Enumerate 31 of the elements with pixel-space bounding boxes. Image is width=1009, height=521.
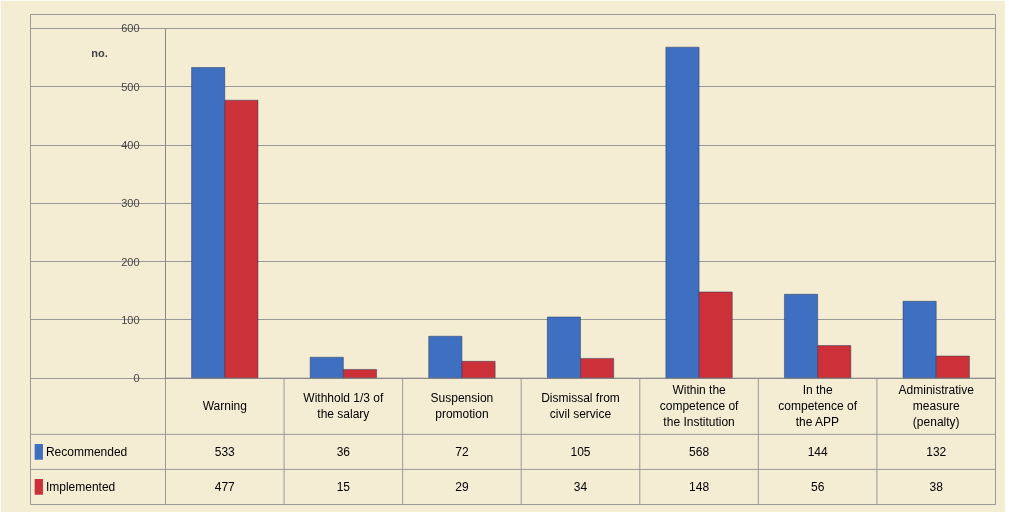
legend-label: Recommended [45,444,128,459]
data-label: 36 [336,445,351,460]
y-tick-label: 0 [133,372,140,385]
y-tick-label: 400 [121,139,140,152]
data-label: 148 [689,480,710,495]
y-axis-title: no. [91,46,108,59]
y-tick-label: 300 [121,197,140,210]
x-tick-label: Suspension promotion [430,391,494,422]
data-label: 132 [926,445,947,460]
x-tick-label: Administrative measure (penalty) [898,383,975,430]
data-label: 533 [214,445,236,460]
x-tick-label: Within the competence of the Institution [659,383,740,430]
data-label: 56 [810,480,825,495]
y-tick-label: 100 [121,313,140,326]
y-tick-label: 600 [121,22,140,35]
data-label: 15 [336,480,351,495]
x-tick-label: Dismissal from civil service [541,391,620,422]
x-tick-label: Warning [202,399,247,414]
data-label: 34 [573,480,588,495]
data-label: 29 [455,480,469,495]
data-label: 105 [570,445,591,460]
x-tick-label: In the competence of the APP [778,383,858,430]
data-label: 72 [455,445,469,460]
y-tick-label: 500 [121,80,140,93]
legend-label: Implemented [45,479,116,494]
data-label: 568 [689,445,710,460]
y-tick-label: 200 [121,255,140,268]
x-tick-label: Withhold 1/3 of the salary [303,391,385,422]
data-label: 144 [807,445,828,460]
data-label: 477 [214,480,236,495]
data-label: 38 [929,480,944,495]
